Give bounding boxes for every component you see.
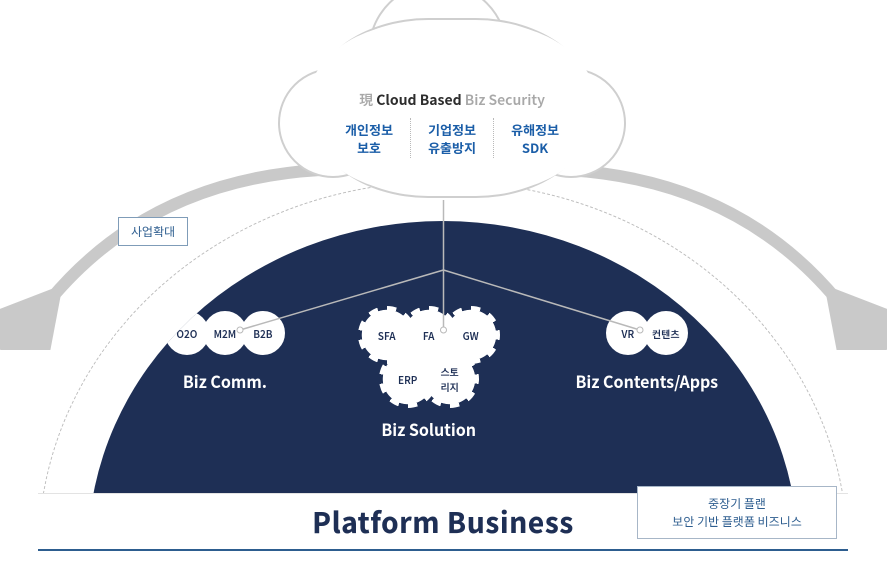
cloud-col-corporate-l1: 기업정보 (413, 121, 491, 139)
gear-sfa: SFA (363, 311, 411, 359)
gear-fa: FA (405, 311, 453, 359)
plan-box: 중장기 플랜 보안 기반 플랫폼 비즈니스 (637, 486, 837, 539)
biz-comm-bubbles: O2O M2M B2B (168, 313, 282, 353)
cloud-title-sub: Biz Security (465, 90, 545, 110)
platform-title: Platform Business (312, 502, 574, 542)
cloud-columns: 개인정보 보호 기업정보 유출방지 유해정보 SDK (326, 118, 578, 159)
cloud-col-personal-l2: 보호 (330, 139, 408, 157)
pillar-biz-solution: SFA FA GW ERP 스토 리지 Biz Solution (366, 313, 492, 441)
cloud-prefix: 現 (359, 90, 373, 110)
gear-storage: 스토 리지 (426, 355, 474, 403)
bubble-contents: 컨텐츠 (644, 311, 688, 355)
pillar-biz-comm: O2O M2M B2B Biz Comm. (168, 313, 282, 441)
pillar-title-biz-comm: Biz Comm. (168, 369, 282, 393)
pillar-title-biz-contents: Biz Contents/Apps (575, 369, 718, 393)
biz-contents-bubbles: VR 컨텐츠 (575, 313, 718, 353)
cloud-title: 現 Cloud Based Biz Security (308, 90, 596, 110)
pillar-columns: O2O M2M B2B Biz Comm. SFA FA GW ERP 스토 리 (88, 313, 798, 441)
cloud-col-personal: 개인정보 보호 (330, 118, 408, 159)
cloud-col-harmful: 유해정보 SDK (496, 118, 574, 159)
cloud-col-personal-l1: 개인정보 (330, 121, 408, 139)
plan-line1: 중장기 플랜 (648, 495, 826, 512)
cloud-col-harmful-l2: SDK (496, 139, 574, 157)
diagram-stage: 사업확대 O2O M2M B2B Biz Comm. SFA FA GW (0, 0, 887, 579)
cloud-col-corporate-l2: 유출방지 (413, 139, 491, 157)
gear-gw: GW (447, 311, 495, 359)
cloud-col-harmful-l1: 유해정보 (496, 121, 574, 139)
cloud-col-corporate: 기업정보 유출방지 (413, 118, 491, 159)
biz-solution-bubbles: SFA FA GW ERP 스토 리지 (366, 313, 492, 401)
pillar-title-biz-solution: Biz Solution (366, 417, 492, 441)
expansion-label: 사업확대 (118, 217, 188, 246)
plan-line2: 보안 기반 플랫폼 비즈니스 (648, 513, 826, 530)
gear-erp: ERP (384, 355, 432, 403)
divider-icon (493, 118, 494, 158)
cloud-title-strong: Cloud Based (376, 90, 461, 110)
divider-icon (410, 118, 411, 158)
bubble-b2b: B2B (241, 311, 285, 355)
cloud: 現 Cloud Based Biz Security 개인정보 보호 기업정보 … (308, 18, 596, 198)
pillar-biz-contents: VR 컨텐츠 Biz Contents/Apps (575, 313, 718, 441)
